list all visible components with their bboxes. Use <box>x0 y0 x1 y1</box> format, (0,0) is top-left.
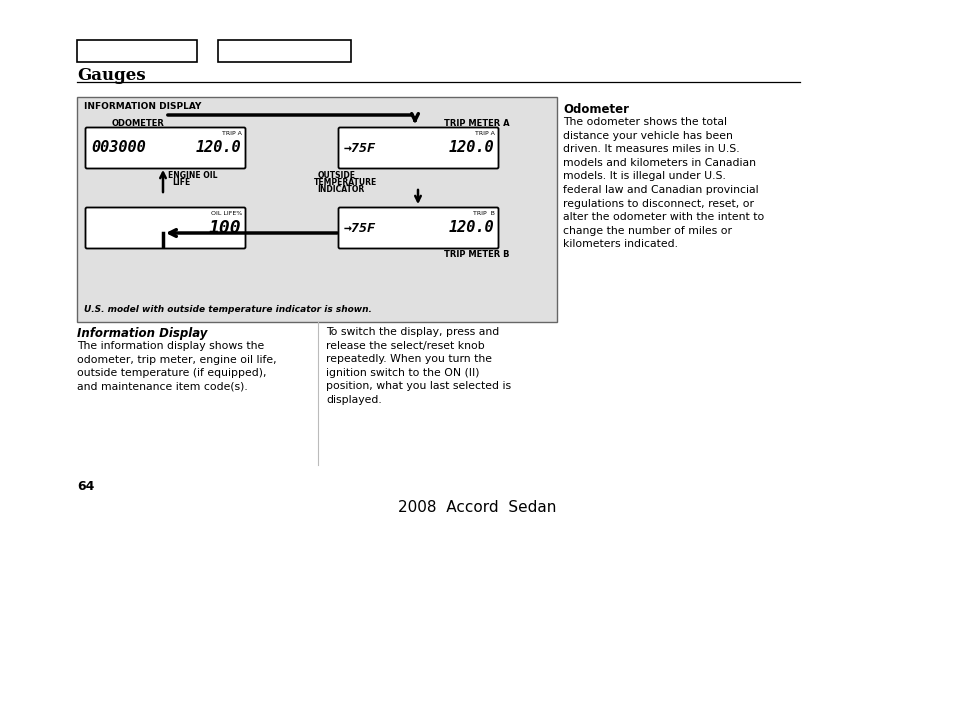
Text: U.S. model with outside temperature indicator is shown.: U.S. model with outside temperature indi… <box>84 305 372 314</box>
Bar <box>218 40 351 62</box>
Text: →75F: →75F <box>344 222 375 234</box>
Text: OIL LIFE%: OIL LIFE% <box>211 211 242 216</box>
Text: TRIP METER A: TRIP METER A <box>444 119 510 128</box>
Text: Gauges: Gauges <box>77 67 146 84</box>
Text: The odometer shows the total
distance your vehicle has been
driven. It measures : The odometer shows the total distance yo… <box>562 117 763 249</box>
Text: Odometer: Odometer <box>562 103 628 116</box>
FancyBboxPatch shape <box>338 128 498 168</box>
Text: 2008  Accord  Sedan: 2008 Accord Sedan <box>397 500 556 515</box>
Text: LIFE: LIFE <box>172 178 190 187</box>
Text: →75F: →75F <box>344 141 375 155</box>
Text: 003000: 003000 <box>91 141 146 155</box>
FancyBboxPatch shape <box>86 128 245 168</box>
Text: To switch the display, press and
release the select/reset knob
repeatedly. When : To switch the display, press and release… <box>326 327 511 405</box>
Text: TRIP METER B: TRIP METER B <box>444 250 510 259</box>
Text: INDICATOR: INDICATOR <box>316 185 364 194</box>
Text: 120.0: 120.0 <box>448 221 494 236</box>
Text: TRIP  B: TRIP B <box>473 211 495 216</box>
FancyBboxPatch shape <box>338 207 498 248</box>
Text: OUTSIDE: OUTSIDE <box>317 171 355 180</box>
Bar <box>77 40 196 62</box>
Text: TRIP A: TRIP A <box>222 131 242 136</box>
Bar <box>77 97 557 322</box>
Text: The information display shows the
odometer, trip meter, engine oil life,
outside: The information display shows the odomet… <box>77 341 276 392</box>
Text: TEMPERATURE: TEMPERATURE <box>314 178 376 187</box>
Text: 120.0: 120.0 <box>448 141 494 155</box>
Text: 64: 64 <box>77 480 94 493</box>
Text: ENGINE OIL: ENGINE OIL <box>168 171 217 180</box>
Text: TRIP A: TRIP A <box>475 131 495 136</box>
Text: ODOMETER: ODOMETER <box>112 119 165 128</box>
Text: INFORMATION DISPLAY: INFORMATION DISPLAY <box>84 102 201 111</box>
Text: Information Display: Information Display <box>77 327 207 340</box>
FancyBboxPatch shape <box>86 207 245 248</box>
Text: 100: 100 <box>208 219 241 237</box>
Text: 120.0: 120.0 <box>195 141 241 155</box>
